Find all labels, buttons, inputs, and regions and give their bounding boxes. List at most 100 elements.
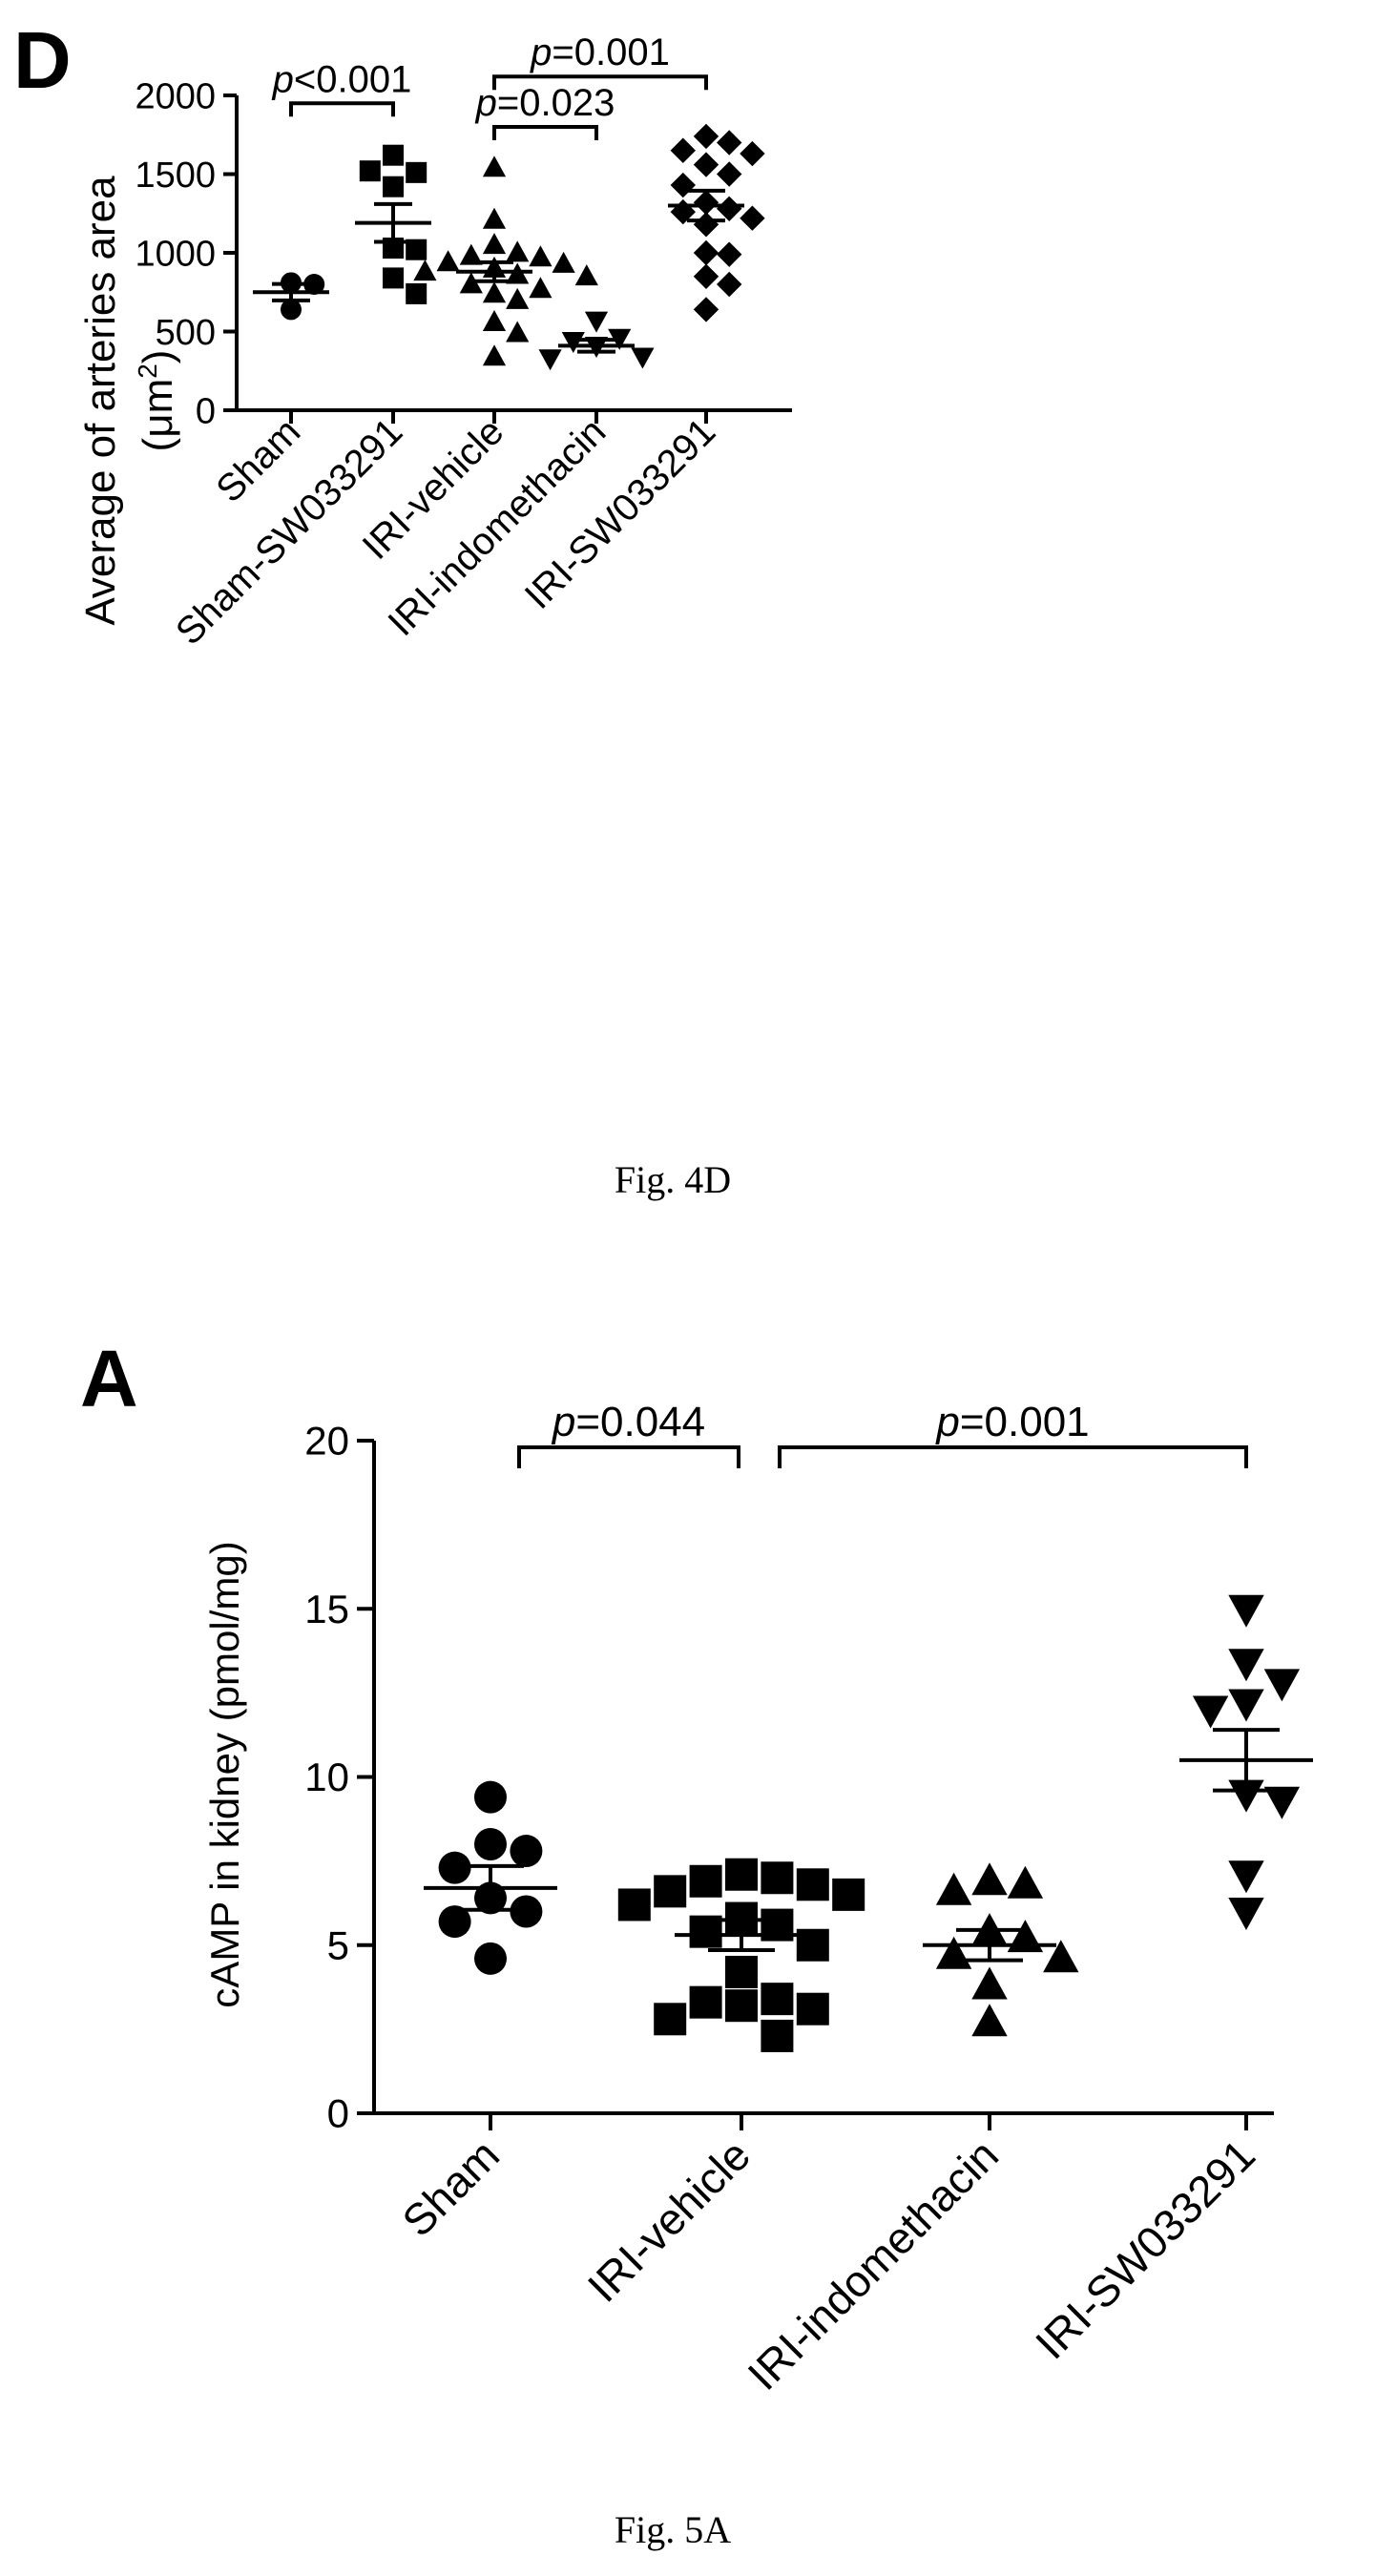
data-point-square: [761, 1861, 794, 1895]
y-ticks: 0 5 10 15 20: [304, 1419, 374, 2136]
data-point-square: [406, 239, 427, 260]
data-point-triangle-down: [1263, 1786, 1301, 1819]
data-point-triangle-down: [538, 349, 562, 371]
data-point-square: [617, 1888, 651, 1922]
data-point-triangle-up: [1043, 1940, 1079, 1973]
data-point-circle: [438, 1905, 471, 1939]
p-value: =0.001: [552, 31, 669, 73]
data-point-triangle-up: [506, 321, 530, 343]
data-point-triangle-down: [1228, 1898, 1264, 1931]
p-symbol: p: [272, 58, 294, 100]
x-tick-label: IRI-SW033291: [1026, 2129, 1264, 2368]
data-point-diamond: [693, 263, 719, 289]
mean-sem-bars: [253, 188, 744, 354]
data-point-square: [689, 1985, 722, 2019]
data-point-triangle-up: [971, 1966, 1008, 2000]
data-point-triangle-up: [506, 287, 530, 309]
data-point-diamond: [717, 241, 742, 267]
data-point-square: [725, 1858, 758, 1891]
y-axis-unit-prefix: (μm: [135, 379, 181, 452]
significance-bracket: [517, 1445, 740, 1469]
data-point-triangle-up: [413, 260, 437, 281]
data-point-triangle-down: [1228, 1779, 1264, 1813]
p-value: =0.044: [575, 1399, 705, 1445]
x-tick-label: IRI-SW033291: [517, 410, 724, 617]
data-point-square: [359, 160, 381, 182]
data-point-circle: [510, 1835, 543, 1868]
data-point-square: [761, 2019, 794, 2052]
data-point-square: [383, 176, 404, 197]
data-point-square: [725, 1955, 758, 1988]
data-point-circle: [438, 1851, 471, 1884]
data-point-triangle-up: [482, 233, 507, 255]
y-tick-label: 5: [327, 1922, 349, 1967]
data-point-triangle-up: [459, 272, 483, 294]
p-value: =0.023: [497, 82, 615, 124]
data-point-square: [383, 144, 404, 166]
data-point-triangle-down: [608, 328, 632, 350]
data-point-triangle-up: [529, 245, 552, 267]
x-tick-label: Sham: [208, 410, 308, 510]
data-point-square: [832, 1878, 865, 1911]
data-point-triangle-up: [1007, 1865, 1044, 1899]
data-point-triangle-up: [436, 250, 460, 272]
figure-caption: Fig. 4D: [615, 1158, 731, 1201]
data-point-diamond: [670, 172, 696, 198]
data-point-square: [689, 1864, 722, 1898]
data-point-triangle-up: [971, 1862, 1008, 1896]
significance-bracket: [492, 125, 598, 140]
p-value-label: p=0.001: [530, 31, 670, 73]
data-point-circle: [303, 274, 325, 295]
panel-fig-4d: D Average of arteries area (μm2) 0 500 100…: [13, 15, 792, 1201]
data-point-circle: [510, 1895, 543, 1928]
data-point-square: [761, 1983, 794, 2016]
panel-letter: D: [13, 15, 72, 105]
y-tick-label: 1000: [135, 234, 216, 274]
y-axis-label-unit: (μm2): [133, 350, 181, 452]
data-point-diamond: [740, 205, 765, 231]
data-point-triangle-up: [971, 2004, 1008, 2037]
figure-caption: Fig. 5A: [615, 2508, 731, 2551]
data-point-triangle-down: [1228, 1860, 1264, 1894]
data-points: [438, 1594, 1301, 2052]
y-tick-label: 20: [304, 1419, 349, 1464]
data-point-circle: [474, 1828, 507, 1860]
y-ticks: 0 500 1000 1500 2000: [135, 76, 237, 431]
data-point-triangle-down: [631, 347, 655, 369]
data-point-triangle-up: [935, 1872, 972, 1905]
x-tick-labels: ShamSham-SW033291IRI-vehicleIRI-indometh…: [168, 410, 723, 654]
data-point-triangle-up: [529, 277, 552, 299]
mean-sem-bars: [424, 1728, 1313, 1963]
p-value: <0.001: [294, 58, 411, 100]
data-point-circle: [474, 1780, 507, 1814]
y-tick-label: 500: [156, 313, 216, 353]
data-point-diamond: [717, 271, 742, 298]
data-point-square: [406, 161, 427, 183]
data-point-triangle-up: [552, 251, 575, 273]
data-point-triangle-down: [1228, 1594, 1264, 1628]
data-point-diamond: [693, 123, 719, 150]
data-point-square: [654, 2003, 687, 2036]
data-point-triangle-up: [459, 243, 483, 265]
data-point-triangle-up: [482, 156, 507, 177]
p-symbol: p: [551, 1399, 575, 1445]
data-point-triangle-down: [561, 332, 585, 354]
data-point-diamond: [693, 212, 719, 238]
data-point-square: [406, 282, 427, 304]
data-point-diamond: [670, 198, 696, 225]
data-point-diamond: [693, 152, 719, 177]
significance-bracket: [778, 1445, 1248, 1469]
data-point-square: [796, 1868, 829, 1901]
x-tick-label: IRI-vehicle: [578, 2129, 760, 2311]
data-point-triangle-down: [1263, 1669, 1301, 1702]
y-tick-label: 0: [327, 2091, 349, 2136]
data-point-square: [383, 267, 404, 289]
p-value: =0.001: [960, 1399, 1090, 1445]
y-axis-label: cAMP in kidney (pmol/mg): [202, 1541, 247, 2007]
data-point-square: [796, 1992, 829, 2025]
data-point-diamond: [693, 297, 719, 322]
p-symbol: p: [934, 1399, 959, 1445]
data-point-square: [654, 1875, 687, 1908]
y-tick-label: 0: [196, 391, 216, 431]
